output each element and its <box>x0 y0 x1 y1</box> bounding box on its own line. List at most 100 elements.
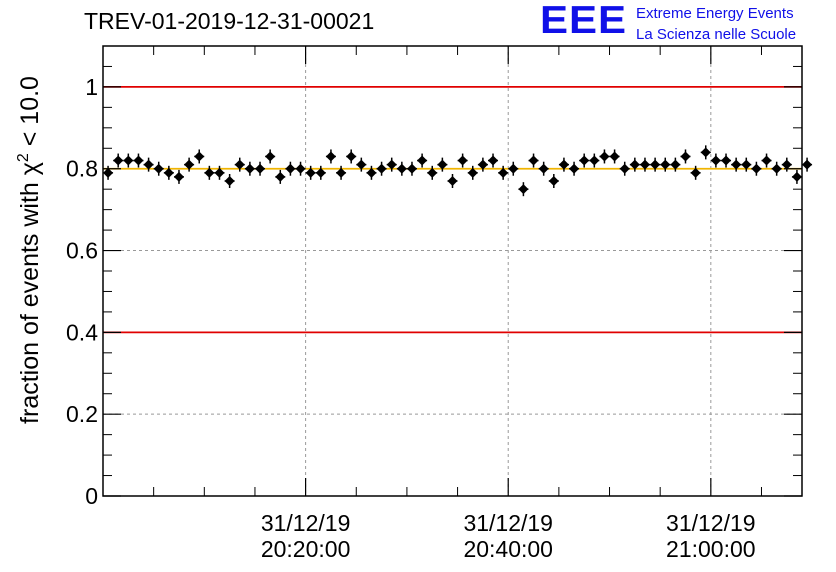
data-point <box>184 157 195 172</box>
data-point-marker <box>204 167 215 178</box>
data-point <box>285 161 296 176</box>
data-point <box>214 165 225 180</box>
data-point-marker <box>508 163 519 174</box>
data-point-marker <box>386 159 397 170</box>
data-point-marker <box>133 155 144 166</box>
data-point-marker <box>163 167 174 178</box>
data-point <box>265 149 276 164</box>
data-point <box>771 161 782 176</box>
data-point-marker <box>639 159 650 170</box>
data-point-marker <box>579 155 590 166</box>
data-point-marker <box>406 163 417 174</box>
data-point <box>153 161 164 176</box>
data-point <box>488 153 499 168</box>
data-point-marker <box>417 155 428 166</box>
data-point <box>508 161 519 176</box>
data-point-marker <box>741 159 752 170</box>
data-point-marker <box>488 155 499 166</box>
data-point <box>467 165 478 180</box>
data-point <box>336 165 347 180</box>
data-point-marker <box>710 155 721 166</box>
data-point-marker <box>690 167 701 178</box>
reference-lines <box>103 86 802 334</box>
data-point <box>295 161 306 176</box>
data-point-marker <box>113 155 124 166</box>
data-point-marker <box>731 159 742 170</box>
data-point-marker <box>761 155 772 166</box>
data-point-marker <box>650 159 661 170</box>
data-point-marker <box>275 171 286 182</box>
data-point <box>244 161 255 176</box>
data-point-marker <box>305 167 316 178</box>
data-point-marker <box>396 163 407 174</box>
data-point-marker <box>123 155 134 166</box>
y-axis-label-superscript: 2 <box>15 153 32 162</box>
data-point <box>315 165 326 180</box>
data-point <box>599 149 610 164</box>
data-point-marker <box>315 167 326 178</box>
data-points <box>103 145 813 197</box>
y-tick-label: 0.2 <box>66 401 98 427</box>
data-point <box>447 174 458 188</box>
data-point-marker <box>457 155 468 166</box>
data-point-marker <box>599 151 610 162</box>
data-point <box>143 157 154 172</box>
data-point-marker <box>528 155 539 166</box>
data-point-marker <box>751 163 762 174</box>
data-point-marker <box>498 167 509 178</box>
data-point-marker <box>143 159 154 170</box>
data-point <box>538 161 549 176</box>
data-point <box>498 165 509 180</box>
data-point-marker <box>771 163 782 174</box>
data-point-marker <box>518 184 529 195</box>
x-tick-label-date: 31/12/19 <box>666 510 756 536</box>
logo-mark: EEE <box>540 0 628 42</box>
data-point <box>721 153 732 168</box>
x-tick-label-date: 31/12/19 <box>261 510 351 536</box>
data-point <box>194 149 205 164</box>
data-point-marker <box>680 151 691 162</box>
data-point <box>406 161 417 176</box>
data-point-marker <box>538 163 549 174</box>
y-tick-label: 0.6 <box>66 238 98 264</box>
data-point-marker <box>255 163 266 174</box>
data-point-marker <box>336 167 347 178</box>
data-point-marker <box>366 167 377 178</box>
data-point-marker <box>791 171 802 182</box>
data-point-marker <box>569 163 580 174</box>
data-point <box>133 153 144 168</box>
data-point-marker <box>184 159 195 170</box>
data-point-marker <box>700 147 711 158</box>
data-point-marker <box>781 159 792 170</box>
data-point-marker <box>609 151 620 162</box>
data-point <box>427 165 438 180</box>
data-point <box>569 161 580 176</box>
data-point-marker <box>660 159 671 170</box>
plot-frame <box>102 45 803 497</box>
data-point-marker <box>721 155 732 166</box>
data-point <box>437 157 448 172</box>
data-point <box>417 153 428 168</box>
data-point-marker <box>325 151 336 162</box>
y-axis-label-prefix: fraction of events with <box>16 175 44 424</box>
data-point <box>234 157 245 172</box>
data-point <box>123 153 134 168</box>
data-point-marker <box>234 159 245 170</box>
data-point-marker <box>447 176 458 186</box>
axis-ticks <box>103 46 802 497</box>
data-point-marker <box>802 159 813 170</box>
data-point <box>204 165 215 180</box>
data-point-marker <box>194 151 205 162</box>
data-point-marker <box>265 151 276 162</box>
x-tick-label-time: 20:40:00 <box>463 536 553 562</box>
data-point-marker <box>376 163 387 174</box>
data-point-marker <box>548 176 559 186</box>
x-tick-label-time: 20:20:00 <box>261 536 351 562</box>
eee-logo: EEE Extreme Energy Events La Scienza nel… <box>540 0 836 46</box>
data-point <box>173 169 184 184</box>
data-point-marker <box>214 167 225 178</box>
data-point <box>761 153 772 168</box>
data-point <box>741 157 752 172</box>
logo-line-1: Extreme Energy Events <box>636 5 794 22</box>
data-point-marker <box>244 163 255 174</box>
